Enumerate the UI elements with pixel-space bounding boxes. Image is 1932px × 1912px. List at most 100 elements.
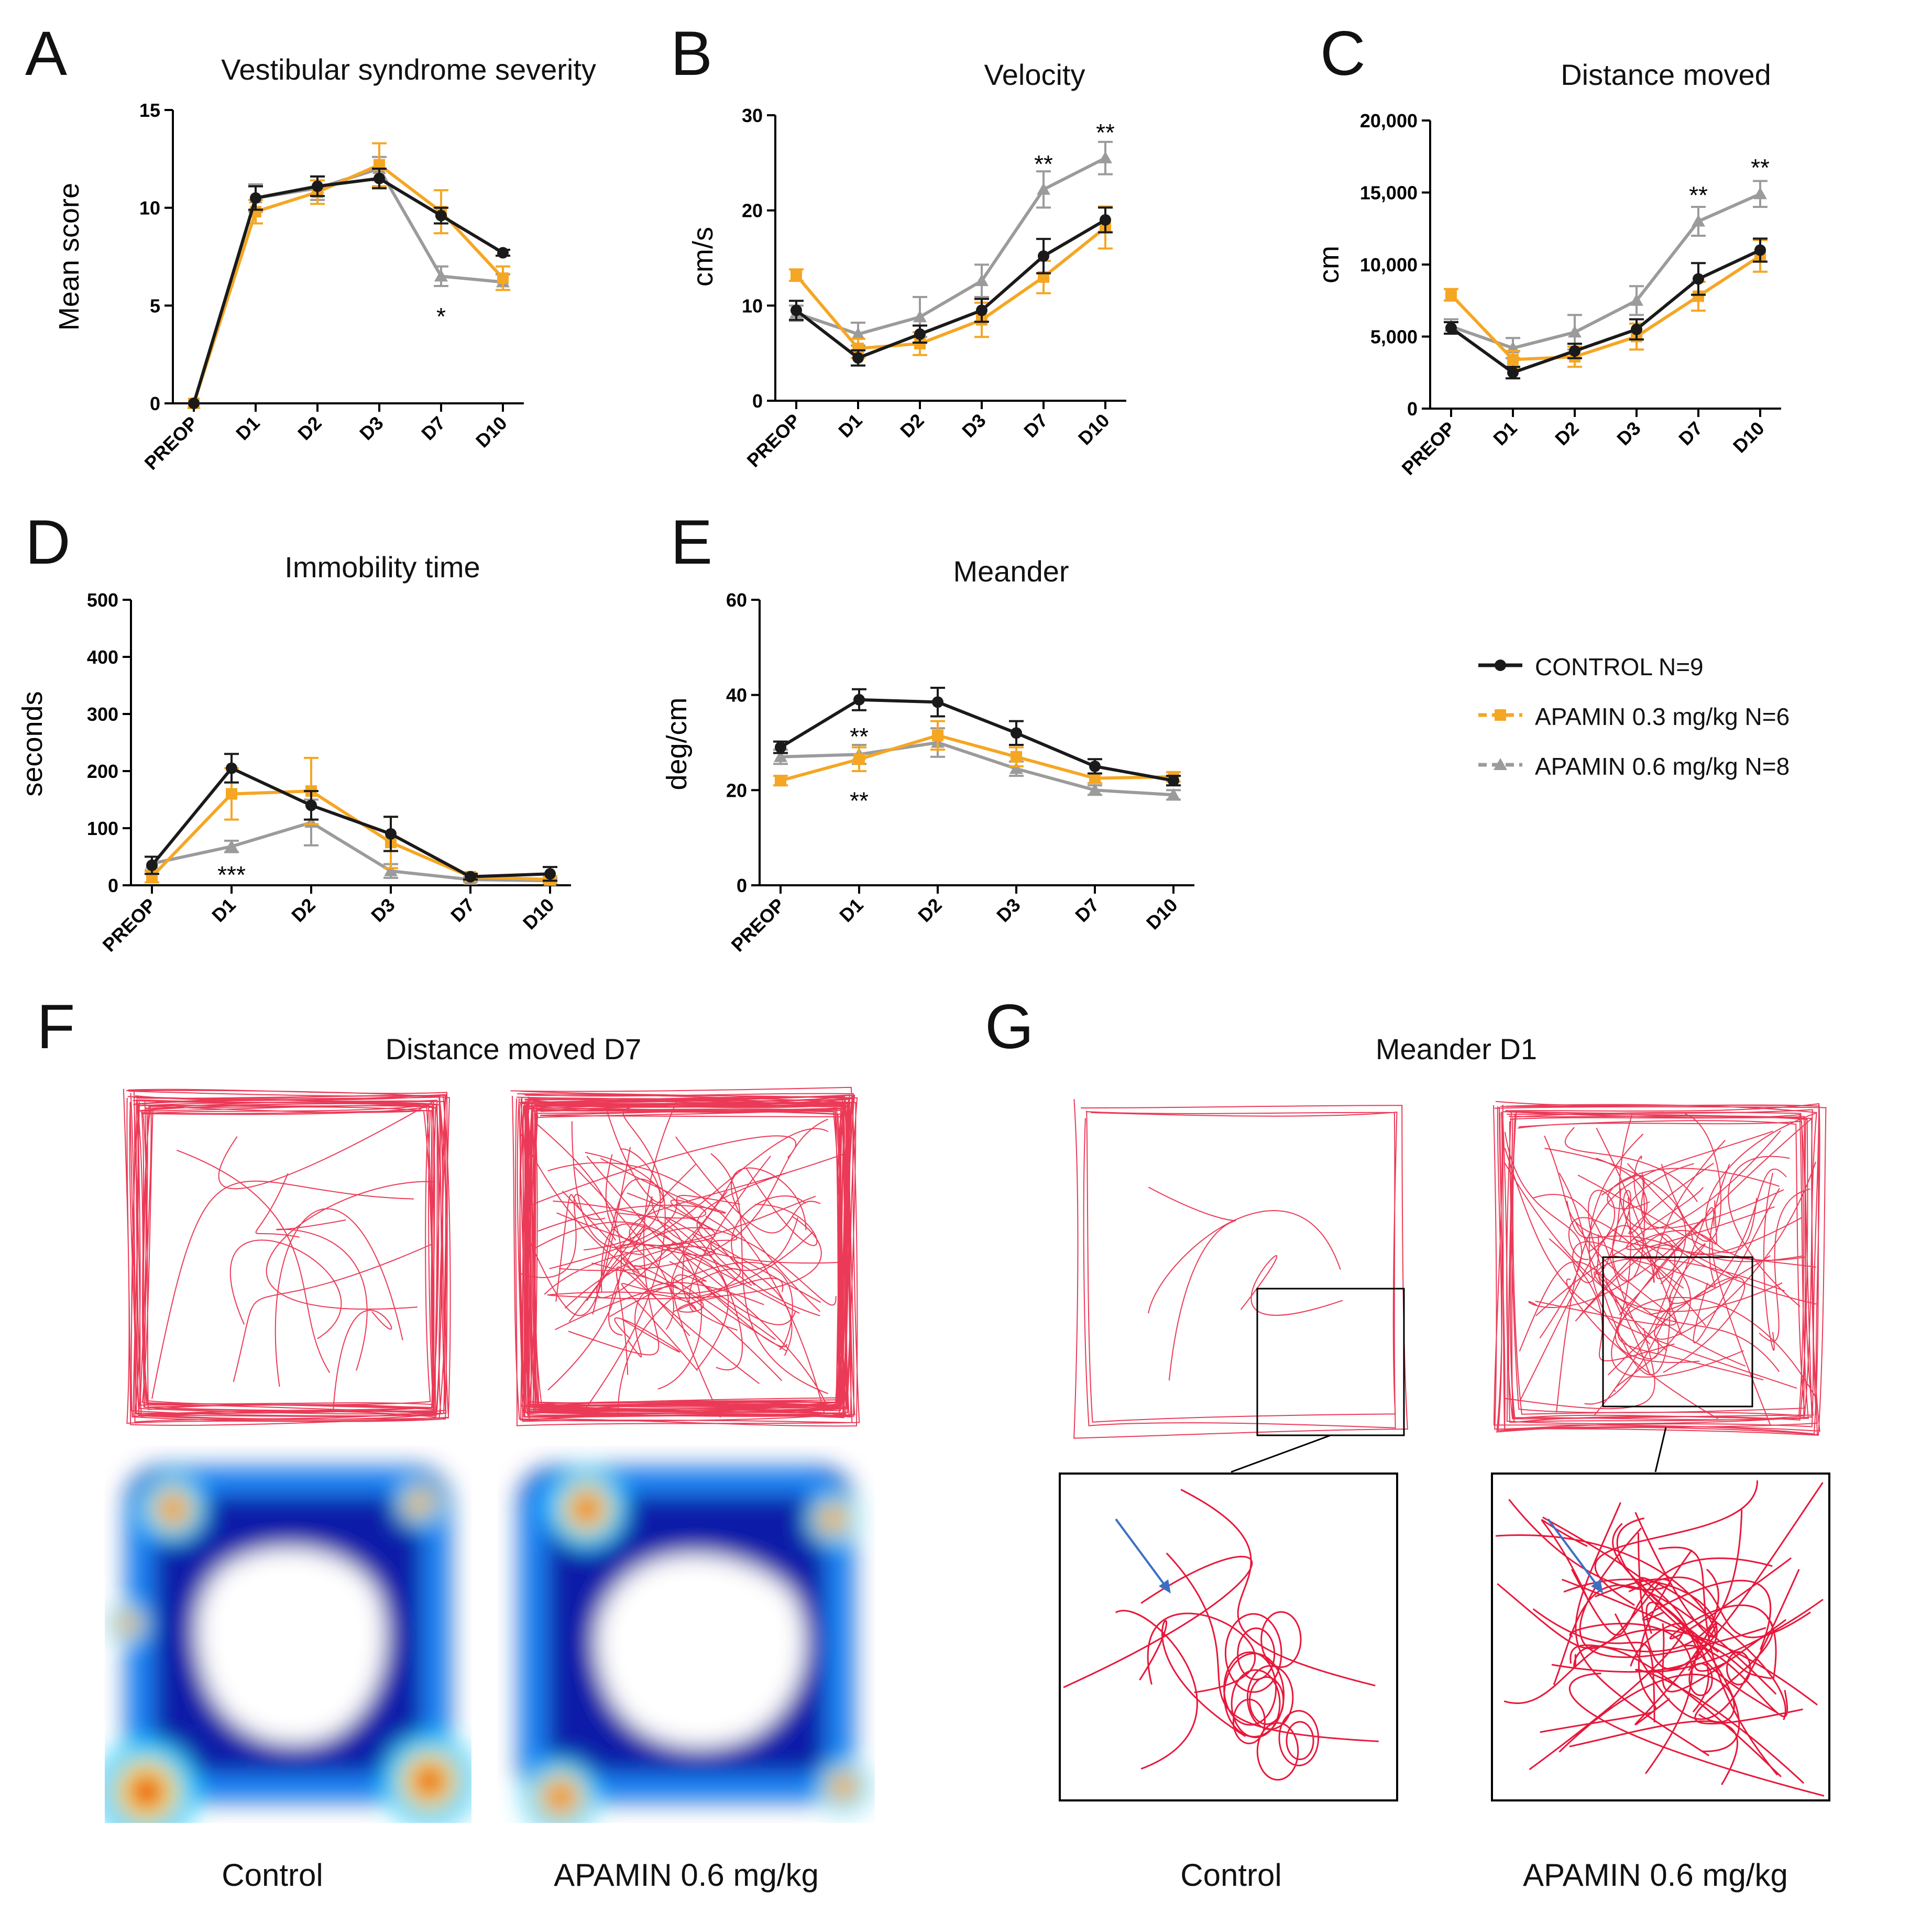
chart-immobility-time: seconds 0 100 200 300 400 500 PREOP D1 D2 D3 D7 D10 *… bbox=[17, 589, 571, 956]
heatmap-control-d7 bbox=[105, 1467, 471, 1823]
x-tick-label: D10 bbox=[471, 412, 511, 452]
significance-annotation: *** bbox=[217, 861, 246, 888]
data-point-control bbox=[1754, 244, 1766, 256]
heat-spot bbox=[411, 1496, 427, 1511]
zoom-region-box bbox=[1256, 1288, 1405, 1436]
x-tick-label: D10 bbox=[1142, 894, 1182, 934]
data-point-control bbox=[853, 694, 865, 706]
track-apamin-d1 bbox=[1492, 1101, 1827, 1436]
data-point-apamin06 bbox=[1692, 214, 1705, 227]
data-point-control bbox=[1507, 367, 1519, 379]
y-axis-label: Mean score bbox=[53, 183, 85, 331]
data-point-apamin06 bbox=[851, 327, 865, 339]
series-line-apamin06 bbox=[192, 167, 503, 404]
x-tick-label: PREOP bbox=[727, 894, 789, 956]
y-tick-label: 400 bbox=[87, 646, 118, 668]
chart-e-title: Meander bbox=[953, 555, 1069, 588]
zoomed-trajectory bbox=[1495, 1480, 1825, 1797]
data-point-apamin06 bbox=[1088, 783, 1102, 796]
y-axis-label: cm bbox=[1313, 246, 1345, 283]
data-point-apamin03 bbox=[1089, 772, 1101, 784]
legend-marker bbox=[1494, 758, 1507, 770]
y-tick-label: 60 bbox=[726, 589, 747, 611]
zoom-connectors bbox=[1231, 1427, 1667, 1473]
data-point-apamin03 bbox=[1445, 289, 1457, 301]
x-tick-label: D1 bbox=[207, 894, 240, 927]
data-point-apamin06 bbox=[434, 269, 448, 282]
series-line-apamin06 bbox=[796, 157, 1106, 336]
panel-letter-b: B bbox=[671, 18, 713, 89]
data-point-apamin03 bbox=[853, 753, 865, 765]
heatmap-field bbox=[105, 1467, 471, 1823]
data-point-apamin06 bbox=[1009, 762, 1023, 774]
panel-g-title: Meander D1 bbox=[1375, 1032, 1538, 1065]
series-line-apamin03 bbox=[780, 733, 1174, 783]
data-point-control bbox=[312, 180, 323, 192]
panel-letter-d: D bbox=[25, 507, 71, 577]
panel-letter-c: C bbox=[1320, 18, 1366, 89]
heat-spot bbox=[548, 1784, 573, 1809]
data-point-apamin06 bbox=[913, 310, 927, 323]
data-point-control bbox=[146, 859, 158, 871]
series-line-apamin03 bbox=[795, 226, 1106, 350]
series-line-control bbox=[192, 177, 504, 404]
x-tick-label: PREOP bbox=[98, 894, 160, 956]
track-control-d7 bbox=[123, 1089, 451, 1426]
data-point-control bbox=[852, 352, 864, 364]
series-line-apamin06 bbox=[780, 741, 1174, 797]
series-line-apamin03 bbox=[1450, 254, 1761, 361]
y-tick-label: 0 bbox=[752, 390, 763, 412]
panel-letter-f: F bbox=[37, 992, 75, 1062]
chart-a-title: Vestibular syndrome severity bbox=[221, 53, 596, 86]
significance-annotation: ** bbox=[1751, 154, 1770, 181]
x-tick-label: D7 bbox=[1071, 894, 1103, 927]
data-point-control bbox=[791, 304, 802, 316]
y-tick-label: 0 bbox=[108, 875, 118, 896]
data-point-apamin03 bbox=[497, 272, 509, 284]
chart-b-title: Velocity bbox=[984, 58, 1085, 91]
heat-spot bbox=[162, 1498, 184, 1520]
x-tick-label: D10 bbox=[1729, 417, 1769, 457]
heatmap-field bbox=[519, 1467, 870, 1823]
legend-item-control: CONTROL N=9 bbox=[1477, 650, 1844, 686]
zoom-control-d1 bbox=[1059, 1473, 1398, 1801]
zoom-connector-line bbox=[1654, 1427, 1667, 1473]
series-line-control bbox=[150, 766, 551, 878]
pointer-arrow-head bbox=[1159, 1579, 1171, 1594]
y-axis-label: seconds bbox=[17, 691, 48, 796]
data-point-control bbox=[932, 696, 943, 708]
x-tick-label: D1 bbox=[834, 410, 866, 442]
legend-label-apamin03: APAMIN 0.3 mg/kg N=6 bbox=[1535, 703, 1790, 730]
data-point-apamin03 bbox=[1011, 751, 1022, 763]
data-point-control bbox=[374, 172, 385, 184]
chart-distance-moved: cm 0 5,000 10,000 15,000 20,000 PREOP D1 D2 D3 D7 D… bbox=[1313, 110, 1781, 479]
data-point-control bbox=[435, 210, 447, 222]
caption-g-control: Control bbox=[1180, 1858, 1282, 1893]
trajectory-path bbox=[510, 1086, 860, 1427]
data-point-apamin06 bbox=[774, 750, 787, 762]
x-tick-label: D10 bbox=[519, 894, 558, 934]
zoom-connector-line bbox=[1231, 1434, 1331, 1473]
data-point-apamin03 bbox=[1507, 354, 1519, 366]
x-tick-label: D1 bbox=[232, 412, 264, 445]
data-point-apamin03 bbox=[226, 788, 237, 800]
significance-annotation: ** bbox=[850, 787, 869, 815]
y-tick-label: 300 bbox=[87, 704, 118, 725]
legend-swatch-control bbox=[1478, 660, 1522, 671]
data-point-apamin06 bbox=[1630, 293, 1643, 306]
significance-annotation: ** bbox=[850, 723, 869, 750]
heat-spot bbox=[414, 1765, 445, 1797]
panel-letter-e: E bbox=[671, 507, 713, 577]
pointer-arrow bbox=[1547, 1518, 1601, 1591]
panel-f-title: Distance moved D7 bbox=[385, 1032, 642, 1065]
data-point-apamin06 bbox=[975, 274, 989, 287]
x-tick-label: D2 bbox=[293, 412, 326, 445]
data-point-apamin06 bbox=[1753, 187, 1767, 200]
x-tick-label: D1 bbox=[835, 894, 868, 927]
data-point-control bbox=[1100, 214, 1111, 226]
x-tick-label: D2 bbox=[896, 410, 928, 442]
legend-marker bbox=[1495, 660, 1506, 671]
data-point-control bbox=[1089, 760, 1101, 772]
significance-annotation: ** bbox=[1096, 119, 1115, 146]
x-tick-label: PREOP bbox=[743, 410, 805, 471]
